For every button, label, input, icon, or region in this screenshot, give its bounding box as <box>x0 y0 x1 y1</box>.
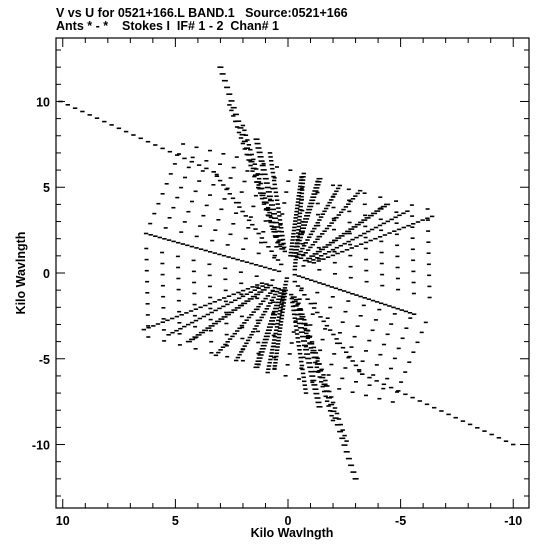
y-tick-label: 5 <box>43 181 50 195</box>
y-tick-label: 10 <box>36 95 50 109</box>
plot-frame <box>55 37 530 509</box>
chart-title: V vs U for 0521+166.L BAND.1 Source:0521… <box>56 6 348 20</box>
x-tick-label: -10 <box>504 514 522 528</box>
y-tick-label: 0 <box>43 267 50 281</box>
x-tick-label: 10 <box>56 514 70 528</box>
chart-subtitle: Ants * - * Stokes I IF# 1 - 2 Chan# 1 <box>56 19 279 33</box>
x-tick-label: -5 <box>395 514 406 528</box>
y-tick-label: -5 <box>39 353 50 367</box>
x-axis-label: Kilo Wavlngth <box>251 526 334 540</box>
y-tick-label: -10 <box>32 439 50 453</box>
y-axis-label: Kilo Wavlngth <box>14 232 28 315</box>
data-points <box>58 66 516 480</box>
x-tick-label: 5 <box>172 514 179 528</box>
x-tick-label: 0 <box>285 514 292 528</box>
axis-ticks: 10 5 0 -5 -10 10 5 0 -5 -10 <box>32 38 529 528</box>
